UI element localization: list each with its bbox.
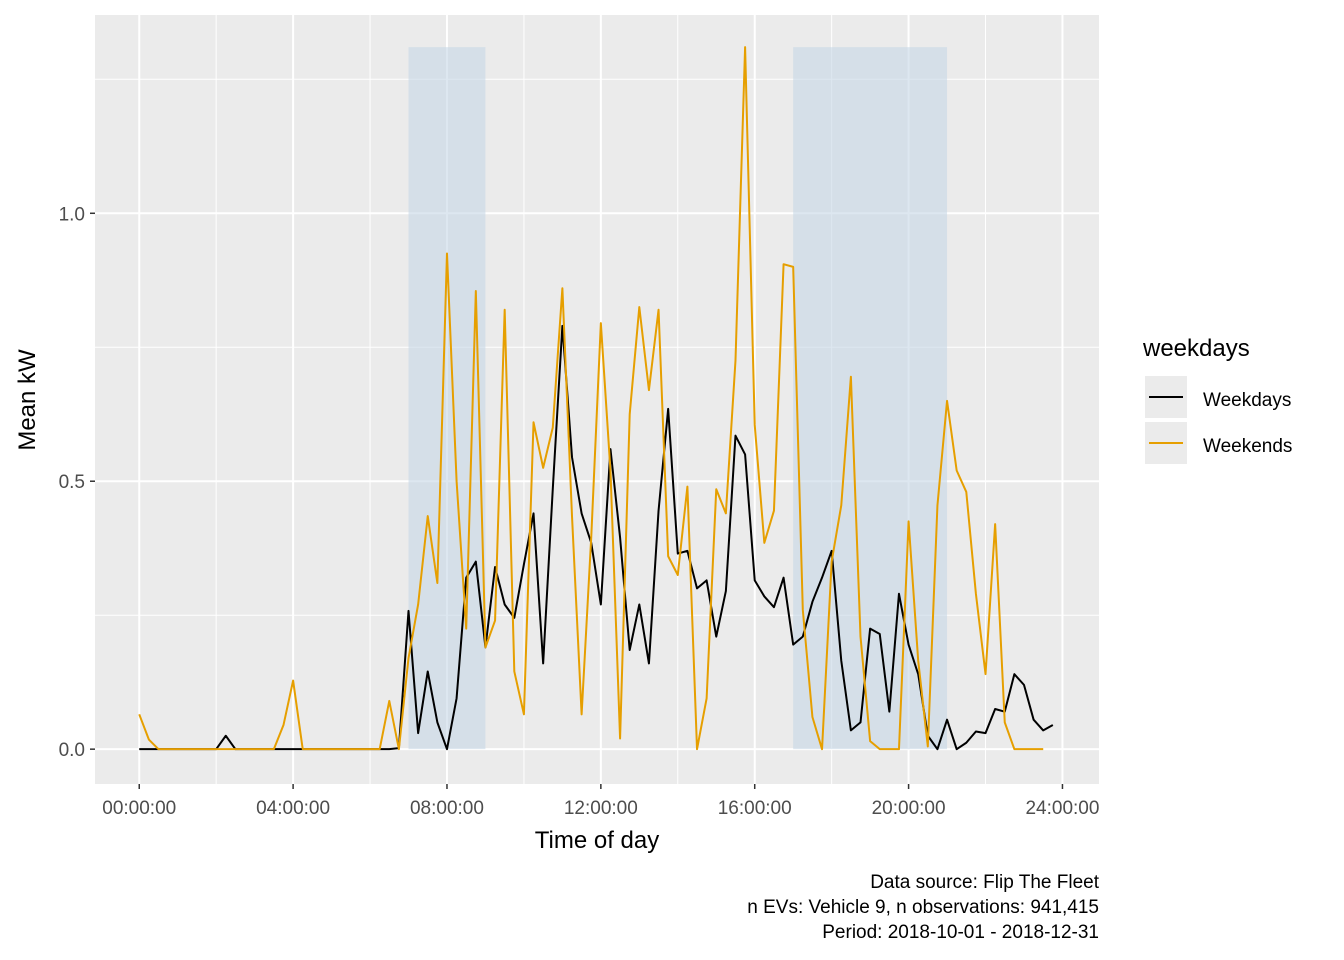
- y-axis-ticks: 0.0 0.5 1.0: [59, 204, 95, 761]
- caption-period: Period: 2018-10-01 - 2018-12-31: [822, 922, 1099, 943]
- x-tick-label: 24:00:00: [1025, 798, 1099, 819]
- series-line-weekdays: [139, 324, 1054, 751]
- caption-sample-size: n EVs: Vehicle 9, n observations: 941,41…: [747, 897, 1099, 918]
- x-axis-ticks: 00:00:00 04:00:00 08:00:00 12:00:00 16:00:00…: [102, 784, 1099, 819]
- y-tick-label: 1.0: [59, 204, 85, 225]
- shaded-period: [408, 47, 486, 750]
- y-axis-title: Mean kW: [14, 349, 41, 451]
- legend-title: weekdays: [1142, 335, 1250, 362]
- x-tick-label: 20:00:00: [872, 798, 946, 819]
- y-tick-label: 0.0: [59, 740, 85, 761]
- caption: Data source: Flip The Fleet n EVs: Vehic…: [747, 872, 1099, 943]
- x-tick-label: 12:00:00: [564, 798, 638, 819]
- series-lines: [138, 46, 1054, 751]
- x-tick-label: 04:00:00: [256, 798, 330, 819]
- x-tick-label: 08:00:00: [410, 798, 484, 819]
- legend-label-weekends: Weekends: [1203, 436, 1292, 457]
- series-line-weekends: [138, 46, 1044, 751]
- shaded-period: [793, 47, 948, 750]
- x-axis-title: Time of day: [535, 827, 660, 854]
- x-tick-label: 00:00:00: [102, 798, 176, 819]
- y-tick-label: 0.5: [59, 472, 85, 493]
- legend: weekdays Weekdays Weekends: [1142, 335, 1292, 464]
- caption-data-source: Data source: Flip The Fleet: [870, 872, 1100, 893]
- x-tick-label: 16:00:00: [718, 798, 792, 819]
- legend-label-weekdays: Weekdays: [1203, 390, 1291, 411]
